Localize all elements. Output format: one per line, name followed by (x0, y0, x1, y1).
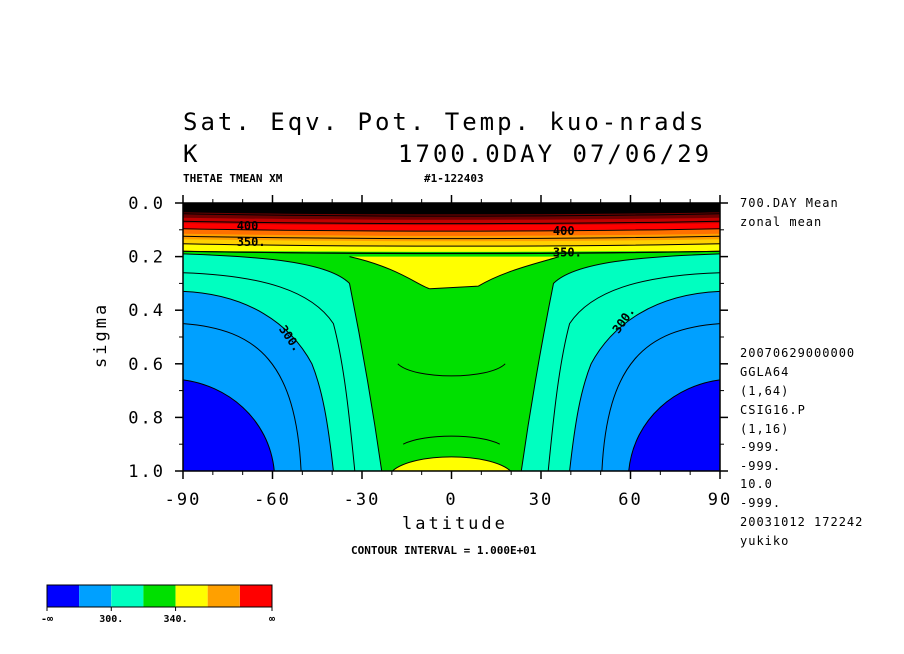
x-tick-label: -90 (165, 490, 202, 510)
colorbar-label: 300. (99, 614, 123, 625)
contour-label: 400 (237, 219, 259, 233)
contour-line (183, 379, 275, 471)
contour-fill-group (183, 203, 720, 471)
colorbar-swatch (47, 585, 80, 607)
unit-label: K (183, 140, 201, 168)
colorbar-swatch (239, 585, 272, 607)
band-blue-right (628, 379, 720, 471)
band-yellow-bottom (392, 456, 511, 471)
side-info-line: 20070629000000 (740, 346, 856, 360)
side-info-line: 10.0 (740, 477, 773, 491)
contour-line (601, 323, 720, 471)
contour-line (183, 290, 334, 471)
y-tick-label: 0.6 (128, 355, 165, 375)
band-warm (183, 203, 720, 215)
y-tick-label: 1.0 (128, 462, 165, 482)
colorbar-label: 340. (164, 614, 188, 625)
colorbar-swatch (207, 585, 240, 607)
side-info-line: zonal mean (740, 215, 823, 229)
side-info-line: yukiko (740, 534, 790, 548)
colorbar-swatch (143, 585, 176, 607)
contour-line (628, 379, 720, 471)
contour-line (183, 235, 720, 240)
side-info-line: GGLA64 (740, 365, 790, 379)
contour-line (183, 213, 720, 217)
side-info-line: (1,64) (740, 384, 790, 398)
time-label: 1700.0DAY 07/06/29 (398, 140, 713, 168)
x-tick-label: 30 (529, 490, 553, 510)
x-tick-label: -60 (254, 490, 291, 510)
contour-label: 400 (553, 224, 575, 238)
side-info-line: 700.DAY Mean (740, 196, 839, 210)
x-tick-label: 90 (708, 490, 732, 510)
y-tick-label: 0.2 (128, 248, 165, 268)
colorbar-frame (46, 584, 273, 608)
x-tick-label: -30 (344, 490, 381, 510)
band-blue-left (183, 379, 275, 471)
contour-label: 350. (553, 246, 582, 260)
side-info-line: -999. (740, 459, 782, 473)
colorbar-label: ∞ (269, 614, 275, 625)
colorbar-swatch (79, 585, 112, 607)
x-tick-label: 60 (618, 490, 642, 510)
y-tick-label: 0.8 (128, 408, 165, 428)
contour-line (183, 272, 356, 471)
contour-line (183, 323, 302, 471)
colorbar-swatch (175, 585, 208, 607)
contour-line (183, 243, 720, 247)
colorbar-swatch (111, 585, 144, 607)
contour-line (397, 363, 506, 377)
x-axis-label: latitude (402, 514, 508, 534)
contour-line (520, 253, 720, 471)
side-info-line: -999. (740, 440, 782, 454)
contour-line (402, 435, 501, 445)
y-tick-label: 0.4 (128, 301, 165, 321)
contour-line (349, 256, 560, 290)
chart-title: Sat. Eqv. Pot. Temp. kuo-nrads (183, 108, 707, 136)
side-info-line: (1,16) (740, 422, 790, 436)
side-info-line: CSIG16.P (740, 403, 806, 417)
contour-line (183, 250, 720, 255)
contour-line (183, 253, 383, 471)
band-yellow-top (349, 256, 559, 289)
contour-line (392, 456, 511, 471)
colorbar-label: -∞ (41, 614, 53, 625)
contour-line (183, 228, 720, 232)
contour-line (547, 272, 720, 471)
x-tick-label: 0 (445, 490, 457, 510)
contour-label: 350. (237, 235, 266, 249)
variable-label: THETAE TMEAN XM (183, 172, 283, 185)
y-tick-label: 0.0 (128, 194, 165, 214)
y-axis-label: sigma (91, 301, 111, 368)
side-info-line: 20031012 172242 (740, 515, 864, 529)
contour-line (569, 290, 720, 471)
run-label: #1-122403 (424, 172, 484, 185)
contour-interval-label: CONTOUR INTERVAL = 1.000E+01 (351, 544, 537, 557)
side-info-line: -999. (740, 496, 782, 510)
contour-line (183, 220, 720, 225)
